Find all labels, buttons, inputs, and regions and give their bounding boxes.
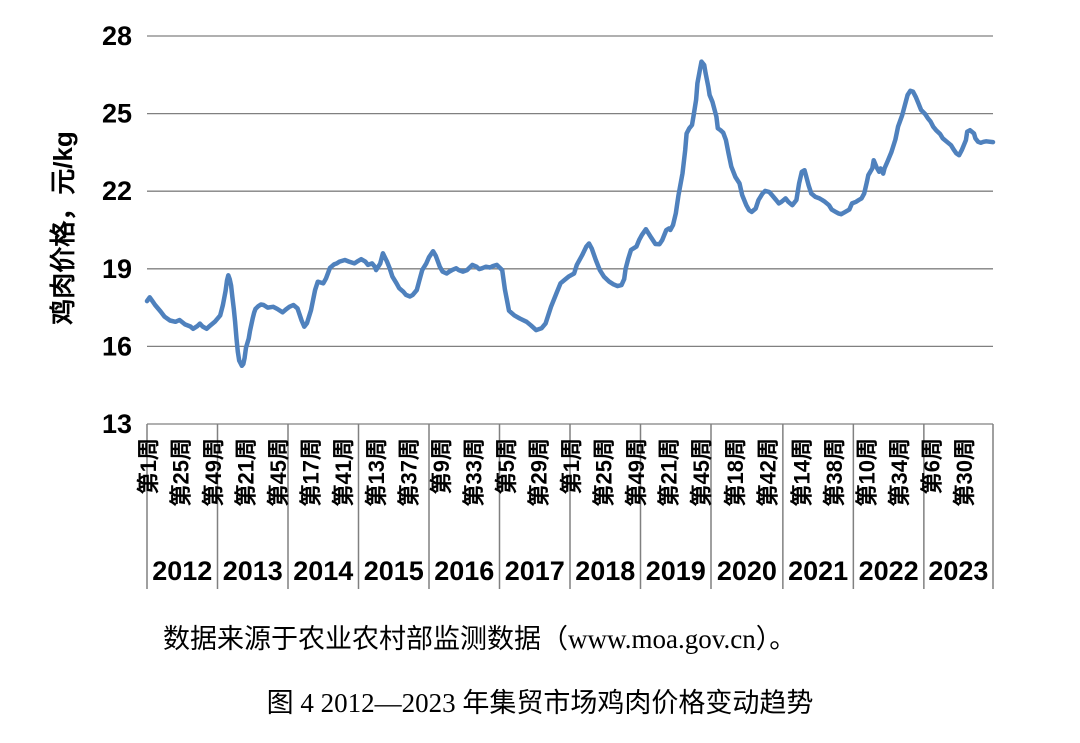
year-label: 2017 xyxy=(505,556,565,586)
week-tick-label: 第10周 xyxy=(855,438,880,506)
week-tick-label: 第33周 xyxy=(461,438,486,506)
y-axis-title: 鸡肉价格，元/kg xyxy=(48,131,78,326)
year-label: 2021 xyxy=(788,556,848,586)
week-tick-label: 第25周 xyxy=(592,438,617,506)
year-label: 2019 xyxy=(646,556,706,586)
y-tick-label: 25 xyxy=(102,99,132,129)
price-line xyxy=(144,59,996,369)
week-tick-label: 第1周 xyxy=(136,438,161,494)
year-label: 2012 xyxy=(152,556,212,586)
week-tick-label: 第14周 xyxy=(789,438,814,506)
week-tick-label: 第13周 xyxy=(364,438,389,506)
week-tick-label: 第49周 xyxy=(624,438,649,506)
year-label: 2014 xyxy=(293,556,353,586)
week-tick-label: 第42周 xyxy=(756,438,781,506)
week-tick-label: 第49周 xyxy=(201,438,226,506)
week-tick-label: 第34周 xyxy=(887,438,912,506)
week-tick-label: 第21周 xyxy=(234,438,259,506)
figure-caption: 图 4 2012—2023 年集贸市场鸡肉价格变动趋势 xyxy=(266,688,814,718)
week-tick-label: 第9周 xyxy=(429,438,454,494)
week-tick-label: 第18周 xyxy=(723,438,748,506)
y-tick-label: 13 xyxy=(102,409,132,439)
price-trend-chart: 28 25 22 19 16 13 鸡肉价格，元/kg 2012 2013 2014 2015 201… xyxy=(48,21,996,589)
week-tick-label: 第45周 xyxy=(266,438,291,506)
week-tick-label: 第41周 xyxy=(331,438,356,506)
week-tick-label: 第6周 xyxy=(920,438,945,494)
year-label: 2013 xyxy=(223,556,283,586)
data-source-note: 数据来源于农业农村部监测数据（www.moa.gov.cn）。 xyxy=(163,624,797,654)
week-tick-label: 第45周 xyxy=(689,438,714,506)
y-tick-label: 22 xyxy=(102,176,132,206)
week-tick-label: 第37周 xyxy=(396,438,421,506)
y-tick-label: 19 xyxy=(102,254,132,284)
year-label: 2016 xyxy=(434,556,494,586)
week-tick-label: 第30周 xyxy=(952,438,977,506)
y-tick-label: 16 xyxy=(102,331,132,361)
week-tick-label: 第29周 xyxy=(526,438,551,506)
year-label: 2022 xyxy=(859,556,919,586)
week-tick-label: 第5周 xyxy=(494,438,519,494)
week-tick-label: 第38周 xyxy=(822,438,847,506)
year-label: 2020 xyxy=(717,556,777,586)
week-tick-label: 第1周 xyxy=(559,438,584,494)
year-label: 2015 xyxy=(364,556,424,586)
year-label: 2018 xyxy=(575,556,635,586)
year-label: 2023 xyxy=(928,556,988,586)
week-tick-label: 第21周 xyxy=(657,438,682,506)
week-tick-label: 第25周 xyxy=(169,438,194,506)
week-tick-label: 第17周 xyxy=(299,438,324,506)
y-tick-label: 28 xyxy=(102,21,132,51)
